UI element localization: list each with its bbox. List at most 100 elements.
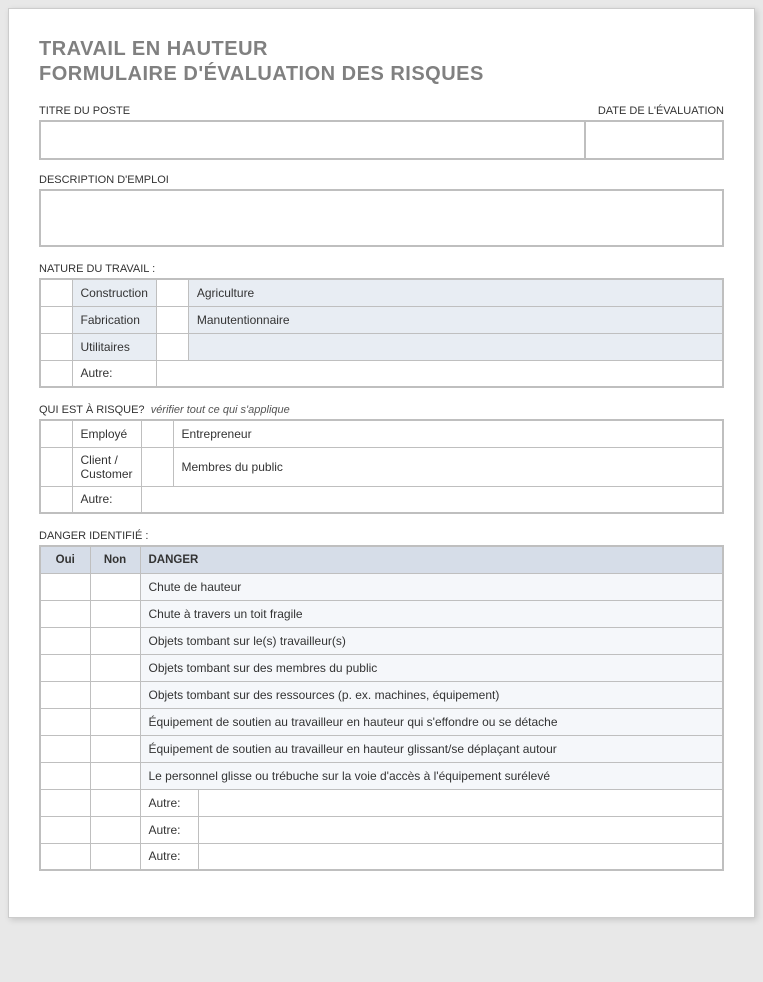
hazard-text: Objets tombant sur des ressources (p. ex… (140, 681, 723, 708)
hazard-oui-checkbox[interactable] (40, 789, 90, 816)
hazard-oui-checkbox[interactable] (40, 573, 90, 600)
hazard-autre-input[interactable] (198, 816, 723, 843)
risk-autre-label: Autre: (72, 486, 141, 513)
title-block: TRAVAIL EN HAUTEUR FORMULAIRE D'ÉVALUATI… (39, 37, 724, 87)
hazard-oui-checkbox[interactable] (40, 600, 90, 627)
nature-autre-input[interactable] (156, 360, 723, 387)
nature-option: Fabrication (72, 306, 156, 333)
hazard-non-checkbox[interactable] (90, 789, 140, 816)
hazard-oui-checkbox[interactable] (40, 708, 90, 735)
hazard-oui-checkbox[interactable] (40, 681, 90, 708)
risk-option: Entrepreneur (173, 420, 723, 447)
hazard-oui-checkbox[interactable] (40, 762, 90, 789)
hazard-row: Équipement de soutien au travailleur en … (40, 735, 723, 762)
hazard-row: Chute à travers un toit fragile (40, 600, 723, 627)
risk-subtext: vérifier tout ce qui s'applique (151, 404, 290, 416)
hazard-oui-checkbox[interactable] (40, 627, 90, 654)
hazard-non-checkbox[interactable] (90, 843, 140, 870)
nature-option-empty (188, 333, 723, 360)
hazard-oui-checkbox[interactable] (40, 654, 90, 681)
hazard-oui-checkbox[interactable] (40, 735, 90, 762)
table-row: Client / Customer Membres du public (40, 447, 723, 486)
hazard-non-checkbox[interactable] (90, 681, 140, 708)
hazard-non-checkbox[interactable] (90, 762, 140, 789)
hazard-table: Oui Non DANGER Chute de hauteurChute à t… (39, 545, 724, 871)
hazard-text: Objets tombant sur le(s) travailleur(s) (140, 627, 723, 654)
hazard-text: Équipement de soutien au travailleur en … (140, 708, 723, 735)
nature-checkbox[interactable] (40, 360, 72, 387)
hazard-non-checkbox[interactable] (90, 600, 140, 627)
date-input[interactable] (584, 120, 724, 160)
risk-heading: QUI EST À RISQUE? vérifier tout ce qui s… (39, 404, 724, 416)
titre-label: TITRE DU POSTE (39, 105, 130, 117)
nature-option: Utilitaires (72, 333, 156, 360)
risk-table: Employé Entrepreneur Client / Customer M… (39, 419, 724, 514)
table-row: Autre: (40, 486, 723, 513)
nature-autre-label: Autre: (72, 360, 156, 387)
title-line-2: FORMULAIRE D'ÉVALUATION DES RISQUES (39, 62, 724, 87)
risk-heading-text: QUI EST À RISQUE? (39, 404, 145, 416)
nature-checkbox[interactable] (156, 279, 188, 306)
hazard-header-row: Oui Non DANGER (40, 546, 723, 573)
hazard-non-checkbox[interactable] (90, 816, 140, 843)
hazard-row: Objets tombant sur le(s) travailleur(s) (40, 627, 723, 654)
hazard-text: Chute de hauteur (140, 573, 723, 600)
description-input[interactable] (39, 189, 724, 247)
date-label: DATE DE L'ÉVALUATION (598, 105, 724, 117)
table-row: Autre: (40, 360, 723, 387)
hazard-non-checkbox[interactable] (90, 573, 140, 600)
hazard-text: Le personnel glisse ou trébuche sur la v… (140, 762, 723, 789)
hazard-text: Équipement de soutien au travailleur en … (140, 735, 723, 762)
hazard-autre-label: Autre: (140, 816, 198, 843)
risk-option: Client / Customer (72, 447, 141, 486)
nature-option: Manutentionnaire (188, 306, 723, 333)
hazard-row: Équipement de soutien au travailleur en … (40, 708, 723, 735)
hazard-text: Objets tombant sur des membres du public (140, 654, 723, 681)
nature-option: Construction (72, 279, 156, 306)
table-row: Fabrication Manutentionnaire (40, 306, 723, 333)
table-row: Utilitaires (40, 333, 723, 360)
description-label: DESCRIPTION D'EMPLOI (39, 174, 724, 186)
nature-table: Construction Agriculture Fabrication Man… (39, 278, 724, 388)
hazard-autre-row: Autre: (40, 843, 723, 870)
risk-checkbox[interactable] (40, 486, 72, 513)
nature-option: Agriculture (188, 279, 723, 306)
hazard-autre-input[interactable] (198, 843, 723, 870)
hazard-non-checkbox[interactable] (90, 708, 140, 735)
title-line-1: TRAVAIL EN HAUTEUR (39, 37, 724, 62)
hazard-autre-label: Autre: (140, 843, 198, 870)
risk-option: Membres du public (173, 447, 723, 486)
hazard-autre-label: Autre: (140, 789, 198, 816)
risk-checkbox[interactable] (40, 420, 72, 447)
nature-checkbox[interactable] (156, 333, 188, 360)
hazard-autre-row: Autre: (40, 816, 723, 843)
risk-autre-input[interactable] (141, 486, 723, 513)
hazard-autre-input[interactable] (198, 789, 723, 816)
hazard-autre-row: Autre: (40, 789, 723, 816)
hazard-non-checkbox[interactable] (90, 654, 140, 681)
titre-input[interactable] (39, 120, 584, 160)
hazard-row: Le personnel glisse ou trébuche sur la v… (40, 762, 723, 789)
table-row: Employé Entrepreneur (40, 420, 723, 447)
nature-checkbox[interactable] (40, 306, 72, 333)
hazard-row: Chute de hauteur (40, 573, 723, 600)
top-field-labels: TITRE DU POSTE DATE DE L'ÉVALUATION (39, 105, 724, 117)
hazard-heading: DANGER IDENTIFIÉ : (39, 530, 724, 542)
hazard-non-checkbox[interactable] (90, 735, 140, 762)
hazard-row: Objets tombant sur des membres du public (40, 654, 723, 681)
nature-checkbox[interactable] (40, 333, 72, 360)
hazard-col-non: Non (90, 546, 140, 573)
top-field-row (39, 120, 724, 160)
hazard-col-danger: DANGER (140, 546, 723, 573)
nature-checkbox[interactable] (156, 306, 188, 333)
form-page: TRAVAIL EN HAUTEUR FORMULAIRE D'ÉVALUATI… (8, 8, 755, 918)
hazard-oui-checkbox[interactable] (40, 816, 90, 843)
hazard-oui-checkbox[interactable] (40, 843, 90, 870)
hazard-non-checkbox[interactable] (90, 627, 140, 654)
risk-checkbox[interactable] (141, 420, 173, 447)
risk-checkbox[interactable] (141, 447, 173, 486)
nature-checkbox[interactable] (40, 279, 72, 306)
hazard-text: Chute à travers un toit fragile (140, 600, 723, 627)
hazard-row: Objets tombant sur des ressources (p. ex… (40, 681, 723, 708)
risk-checkbox[interactable] (40, 447, 72, 486)
